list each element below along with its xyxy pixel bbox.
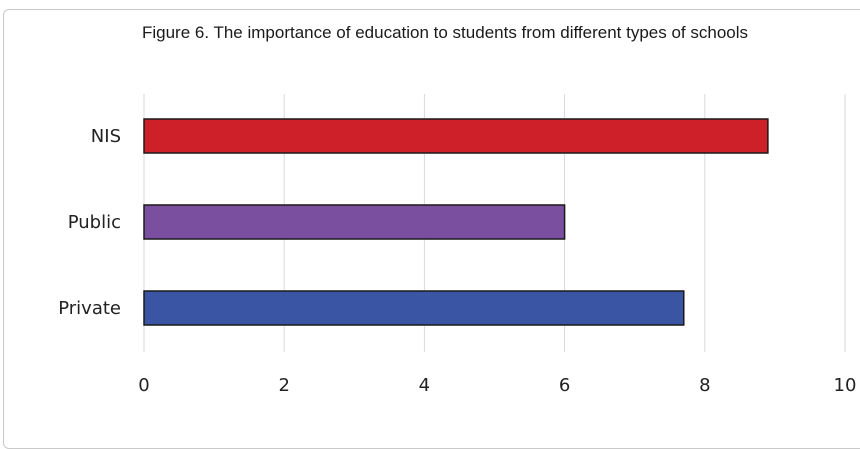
bar-private <box>143 290 685 326</box>
bar-public <box>143 204 566 240</box>
chart-title: Figure 6. The importance of education to… <box>141 23 749 42</box>
x-tick-label: 6 <box>559 375 570 396</box>
tick-labels: 0 2 4 6 8 10 <box>138 375 856 396</box>
bar-nis <box>143 118 769 154</box>
category-label: NIS <box>91 126 121 147</box>
x-tick-label: 0 <box>138 375 149 396</box>
x-tick-label: 2 <box>278 375 289 396</box>
bar-layer <box>143 118 769 326</box>
x-tick-label: 8 <box>699 375 710 396</box>
x-tick-label: 4 <box>419 375 430 396</box>
category-label: Public <box>68 212 121 233</box>
category-label: Private <box>58 298 121 319</box>
bar-chart: NIS Public Private 0 2 4 6 8 10 <box>58 94 856 396</box>
category-labels: NIS Public Private <box>58 126 121 319</box>
x-tick-label: 10 <box>834 375 857 396</box>
